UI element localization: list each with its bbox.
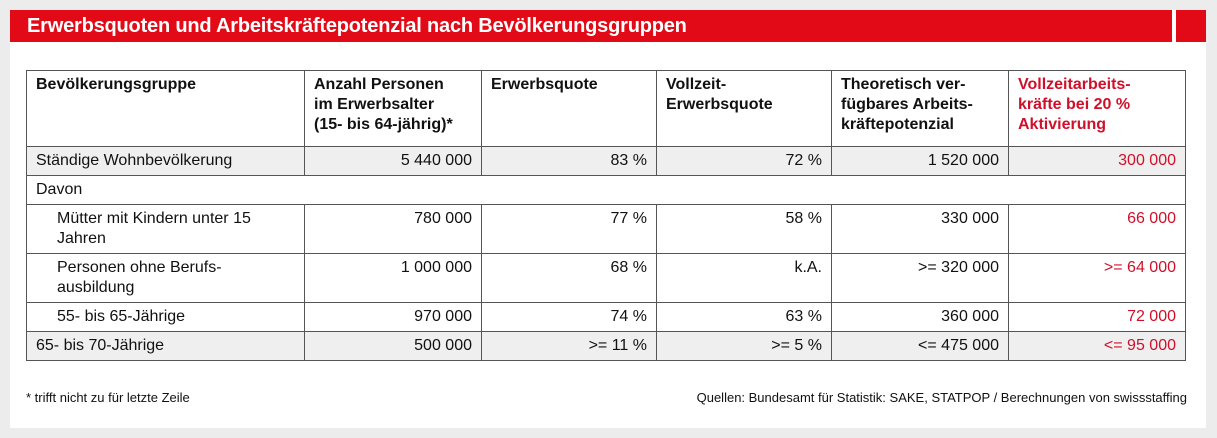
table-cell: 68 % bbox=[481, 253, 657, 303]
table-cell: 63 % bbox=[656, 302, 832, 332]
column-header-line: fügbares Arbeits- bbox=[841, 96, 973, 113]
table-cell: 5 440 000 bbox=[304, 146, 482, 176]
column-header-line: Vollzeitarbeits- bbox=[1018, 76, 1131, 93]
table-cell: 72 000 bbox=[1008, 302, 1186, 332]
table-cell: 330 000 bbox=[831, 204, 1009, 254]
source-note: Quellen: Bundesamt für Statistik: SAKE, … bbox=[696, 390, 1187, 405]
title-bar: Erwerbsquoten und Arbeitskräftepotenzial… bbox=[10, 10, 1172, 42]
column-header-line: Bevölkerungsgruppe bbox=[36, 76, 197, 93]
table-cell: 83 % bbox=[481, 146, 657, 176]
column-header-line: Aktivierung bbox=[1018, 116, 1107, 133]
row-label: Mütter mit Kindern unter 15 Jahren bbox=[26, 204, 305, 254]
table-cell: 74 % bbox=[481, 302, 657, 332]
table-cell: >= 320 000 bbox=[831, 253, 1009, 303]
table-cell: 780 000 bbox=[304, 204, 482, 254]
table-cell: >= 5 % bbox=[656, 331, 832, 361]
table-cell: <= 95 000 bbox=[1008, 331, 1186, 361]
row-label: Davon bbox=[26, 175, 1186, 205]
column-header-line: Vollzeit- bbox=[666, 76, 727, 93]
column-header: Bevölkerungsgruppe bbox=[26, 70, 305, 147]
table-cell: 72 % bbox=[656, 146, 832, 176]
column-header-line: Erwerbsquote bbox=[491, 76, 598, 93]
column-header-line: (15- bis 64-jährig)* bbox=[314, 116, 453, 133]
column-header: Anzahl Personen im Erwerbsalter (15- bis 6… bbox=[304, 70, 482, 147]
table-cell: 77 % bbox=[481, 204, 657, 254]
table-row: Ständige Wohnbevölkerung 5 440 000 83 % 72 … bbox=[26, 146, 1186, 176]
row-label: Personen ohne Berufs-ausbildung bbox=[26, 253, 305, 303]
table-cell: >= 11 % bbox=[481, 331, 657, 361]
table-cell: 58 % bbox=[656, 204, 832, 254]
column-header-line: kräftepotenzial bbox=[841, 116, 954, 133]
column-header: Vollzeit- Erwerbsquote bbox=[656, 70, 832, 147]
column-header-line: Anzahl Personen bbox=[314, 76, 444, 93]
column-header-line: kräfte bei 20 % bbox=[1018, 96, 1131, 113]
table-row: 65- bis 70-Jährige 500 000 >= 11 % >= 5 % <=… bbox=[26, 331, 1186, 361]
column-header: Vollzeitarbeits-kräfte bei 20 % Aktivieru… bbox=[1008, 70, 1186, 147]
table-cell: 300 000 bbox=[1008, 146, 1186, 176]
row-label: Ständige Wohnbevölkerung bbox=[26, 146, 305, 176]
footnote: * trifft nicht zu für letzte Zeile bbox=[26, 390, 190, 405]
table-row: 55- bis 65-Jährige 970 000 74 % 63 % 360 000… bbox=[26, 302, 1186, 332]
column-header: Theoretisch ver-fügbares Arbeits-kräftep… bbox=[831, 70, 1009, 147]
table-cell: >= 64 000 bbox=[1008, 253, 1186, 303]
row-label: 55- bis 65-Jährige bbox=[26, 302, 305, 332]
table-cell: <= 475 000 bbox=[831, 331, 1009, 361]
table-cell: 500 000 bbox=[304, 331, 482, 361]
row-label: 65- bis 70-Jährige bbox=[26, 331, 305, 361]
data-table: Bevölkerungsgruppe Anzahl Personen im Erwe… bbox=[26, 70, 1186, 361]
table-row: Davon bbox=[26, 175, 1186, 205]
table-cell: 66 000 bbox=[1008, 204, 1186, 254]
table-cell: 1 000 000 bbox=[304, 253, 482, 303]
title-accent-square bbox=[1176, 10, 1206, 42]
table-cell: k.A. bbox=[656, 253, 832, 303]
column-header-line: Theoretisch ver- bbox=[841, 76, 966, 93]
header-row: Bevölkerungsgruppe Anzahl Personen im Erwe… bbox=[26, 70, 1186, 147]
table-row: Personen ohne Berufs-ausbildung 1 000 000… bbox=[26, 253, 1186, 303]
table-cell: 1 520 000 bbox=[831, 146, 1009, 176]
column-header: Erwerbsquote bbox=[481, 70, 657, 147]
table-row: Mütter mit Kindern unter 15 Jahren 780 00… bbox=[26, 204, 1186, 254]
table-cell: 970 000 bbox=[304, 302, 482, 332]
table-cell: 360 000 bbox=[831, 302, 1009, 332]
column-header-line: im Erwerbsalter bbox=[314, 96, 435, 113]
page-title: Erwerbsquoten und Arbeitskräftepotenzial… bbox=[27, 15, 687, 37]
column-header-line: Erwerbsquote bbox=[666, 96, 773, 113]
